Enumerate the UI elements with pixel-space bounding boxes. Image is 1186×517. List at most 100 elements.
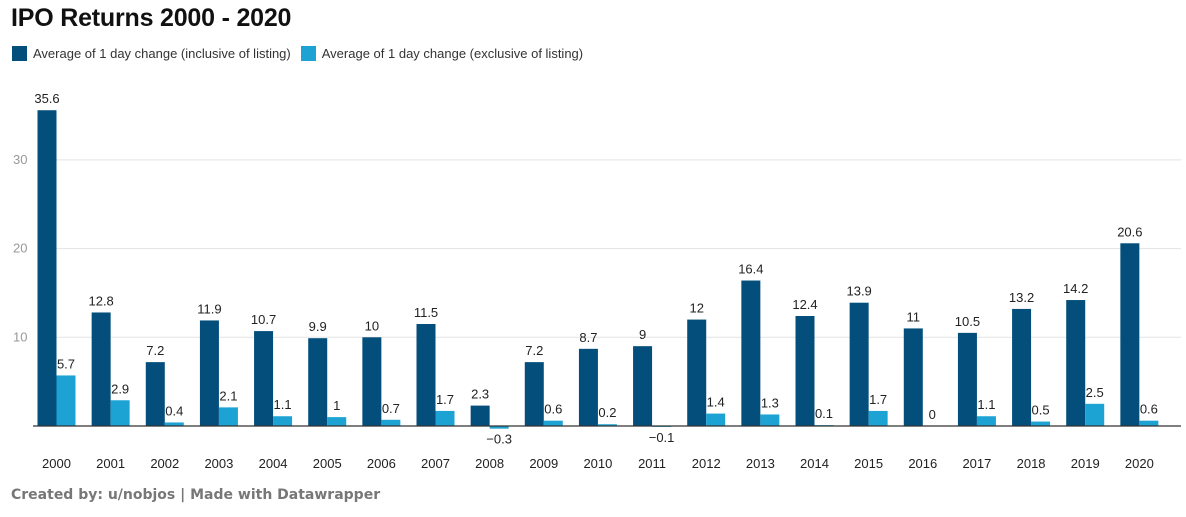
- bar-2007-exclusive: [435, 410, 455, 426]
- data-label-2017-inclusive: 10.5: [955, 314, 980, 329]
- y-tick-label-10: 10: [13, 329, 27, 344]
- data-label-2008-inclusive: 2.3: [471, 387, 489, 402]
- legend-item-inclusive: Average of 1 day change (inclusive of li…: [12, 46, 291, 61]
- chart-title: IPO Returns 2000 - 2020: [11, 4, 292, 32]
- data-label-2014-inclusive: 12.4: [792, 297, 817, 312]
- bar-2017-exclusive: [976, 416, 996, 426]
- legend: Average of 1 day change (inclusive of li…: [12, 46, 593, 61]
- x-tick-label-2014: 2014: [800, 456, 829, 471]
- x-tick-label-2003: 2003: [204, 456, 233, 471]
- x-tick-label-2000: 2000: [42, 456, 71, 471]
- legend-swatch-exclusive: [300, 46, 316, 61]
- x-tick-label-2008: 2008: [475, 456, 504, 471]
- bar-2012-exclusive: [706, 413, 726, 426]
- bar-2007-inclusive: [416, 323, 436, 426]
- legend-label-exclusive: Average of 1 day change (exclusive of li…: [321, 46, 584, 61]
- bar-2006-inclusive: [362, 337, 382, 426]
- bar-2015-exclusive: [868, 410, 888, 426]
- data-label-2013-exclusive: 1.3: [761, 395, 779, 410]
- data-label-2015-inclusive: 13.9: [846, 284, 871, 299]
- data-label-2015-exclusive: 1.7: [869, 392, 887, 407]
- x-tick-label-2017: 2017: [962, 456, 991, 471]
- data-label-2004-exclusive: 1.1: [274, 397, 292, 412]
- bar-2008-inclusive: [470, 405, 490, 426]
- data-label-2009-inclusive: 7.2: [525, 343, 543, 358]
- data-label-2012-exclusive: 1.4: [707, 395, 725, 410]
- y-tick-label-30: 30: [13, 152, 27, 167]
- bar-2006-exclusive: [381, 419, 401, 426]
- x-tick-label-2016: 2016: [908, 456, 937, 471]
- data-label-2006-exclusive: 0.7: [382, 401, 400, 416]
- bar-2010-inclusive: [578, 348, 598, 426]
- data-label-2003-exclusive: 2.1: [219, 388, 237, 403]
- bar-2019-exclusive: [1085, 403, 1105, 426]
- x-tick-label-2020: 2020: [1125, 456, 1154, 471]
- data-label-2003-inclusive: 11.9: [197, 301, 221, 316]
- data-label-2010-inclusive: 8.7: [579, 330, 597, 345]
- x-tick-label-2006: 2006: [367, 456, 396, 471]
- bar-2002-inclusive: [145, 362, 165, 426]
- footer-credit: Created by: u/nobjos | Made with Datawra…: [11, 487, 381, 503]
- x-tick-label-2001: 2001: [96, 456, 125, 471]
- bar-2003-inclusive: [199, 320, 219, 426]
- bar-2009-inclusive: [524, 362, 544, 426]
- bar-2003-exclusive: [218, 407, 238, 426]
- bar-2019-inclusive: [1066, 300, 1086, 426]
- bar-2009-exclusive: [543, 420, 563, 426]
- data-label-2014-exclusive: 0.1: [815, 406, 833, 421]
- data-label-2002-exclusive: 0.4: [165, 403, 183, 418]
- data-label-2007-inclusive: 11.5: [414, 305, 438, 320]
- bar-2000-exclusive: [56, 375, 76, 426]
- bar-2005-exclusive: [327, 417, 347, 426]
- data-label-2018-exclusive: 0.5: [1032, 403, 1050, 418]
- data-label-2010-exclusive: 0.2: [598, 405, 616, 420]
- data-label-2000-exclusive: 5.7: [57, 356, 75, 371]
- data-label-2012-inclusive: 12: [689, 301, 703, 316]
- data-label-2004-inclusive: 10.7: [251, 312, 276, 327]
- data-label-2009-exclusive: 0.6: [544, 402, 562, 417]
- data-label-2000-inclusive: 35.6: [34, 91, 59, 106]
- y-tick-label-20: 20: [13, 241, 27, 256]
- x-tick-label-2013: 2013: [746, 456, 775, 471]
- data-label-2016-exclusive: 0: [929, 407, 936, 422]
- x-tick-label-2015: 2015: [854, 456, 883, 471]
- x-tick-label-2018: 2018: [1017, 456, 1046, 471]
- legend-label-inclusive: Average of 1 day change (inclusive of li…: [33, 46, 291, 61]
- legend-item-exclusive: Average of 1 day change (exclusive of li…: [300, 46, 584, 61]
- bar-2020-exclusive: [1139, 420, 1159, 426]
- bar-2018-inclusive: [1012, 308, 1032, 426]
- bar-2014-inclusive: [795, 316, 815, 426]
- data-label-2019-inclusive: 14.2: [1063, 281, 1088, 296]
- x-tick-label-2005: 2005: [313, 456, 342, 471]
- bar-2016-inclusive: [903, 328, 923, 426]
- x-tick-label-2009: 2009: [529, 456, 558, 471]
- x-tick-label-2011: 2011: [638, 456, 666, 471]
- legend-swatch-inclusive: [12, 46, 27, 61]
- bar-2017-inclusive: [957, 332, 977, 426]
- data-label-2017-exclusive: 1.1: [977, 397, 995, 412]
- data-label-2020-inclusive: 20.6: [1117, 224, 1142, 239]
- bar-2015-inclusive: [849, 302, 869, 426]
- bar-2011-inclusive: [633, 346, 653, 426]
- data-label-2016-inclusive: 11: [907, 309, 921, 324]
- data-label-2002-inclusive: 7.2: [146, 343, 164, 358]
- data-label-2008-exclusive: −0.3: [486, 432, 512, 447]
- bar-2020-inclusive: [1120, 243, 1140, 426]
- data-label-2020-exclusive: 0.6: [1140, 402, 1158, 417]
- bar-2001-inclusive: [91, 312, 111, 426]
- data-label-2011-inclusive: 9: [639, 327, 646, 342]
- data-label-2001-exclusive: 2.9: [111, 381, 129, 396]
- data-label-2001-inclusive: 12.8: [88, 293, 113, 308]
- bar-2018-exclusive: [1031, 421, 1051, 426]
- bar-2000-inclusive: [37, 110, 57, 426]
- bar-2010-exclusive: [597, 424, 617, 426]
- bar-2004-exclusive: [273, 416, 293, 426]
- data-label-2007-exclusive: 1.7: [436, 392, 454, 407]
- data-label-2005-inclusive: 9.9: [309, 319, 327, 334]
- bar-2013-inclusive: [741, 280, 761, 426]
- bar-2004-inclusive: [254, 331, 274, 426]
- data-label-2013-inclusive: 16.4: [738, 262, 763, 277]
- bar-2013-exclusive: [760, 414, 780, 426]
- data-label-2006-inclusive: 10: [365, 318, 379, 333]
